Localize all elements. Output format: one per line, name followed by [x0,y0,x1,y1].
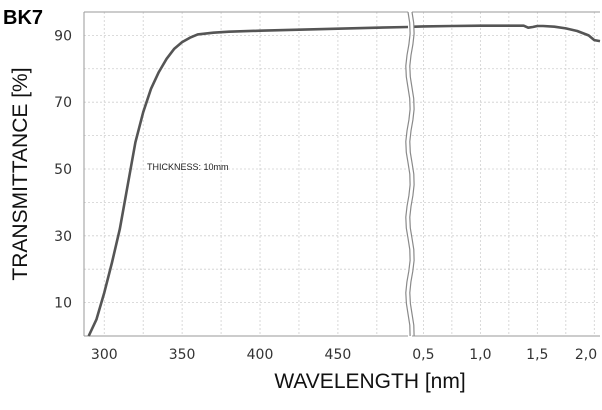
x-tick-label: 400 [247,347,274,363]
transmittance-line-ir [414,24,601,43]
x-tick-label: 300 [91,347,118,363]
x-tick-label: 2,0 [575,347,597,363]
axis-break-mark [405,10,415,338]
x-tick-label: 450 [325,347,352,363]
x-tick-label: 1,0 [469,347,491,363]
data-lines [87,24,601,337]
y-tick-label: 10 [54,296,72,312]
x-tick-label: 0,5 [412,347,434,363]
transmittance-line-uv [87,25,409,337]
chart-title: BK7 [3,7,43,29]
thickness-annotation: THICKNESS: 10mm [147,162,229,172]
break-line-right [409,11,415,337]
y-tick-label: 30 [54,229,72,245]
x-tick-label: 350 [169,347,196,363]
plot-frame [83,11,600,337]
x-tick-label: 1,5 [526,347,548,363]
grid-lines [84,12,600,337]
tick-labels: 10 30 50 70 90 300 350 400 450 0,5 1,0 1,5 2,0 [54,28,597,363]
break-line-left [405,11,411,337]
y-tick-label: 50 [54,162,72,178]
x-axis-label: WAVELENGTH [nm] [274,370,465,393]
y-tick-label: 90 [54,28,72,44]
y-tick-label: 70 [54,95,72,111]
y-axis-label: TRANSMITTANCE [%] [9,67,32,280]
